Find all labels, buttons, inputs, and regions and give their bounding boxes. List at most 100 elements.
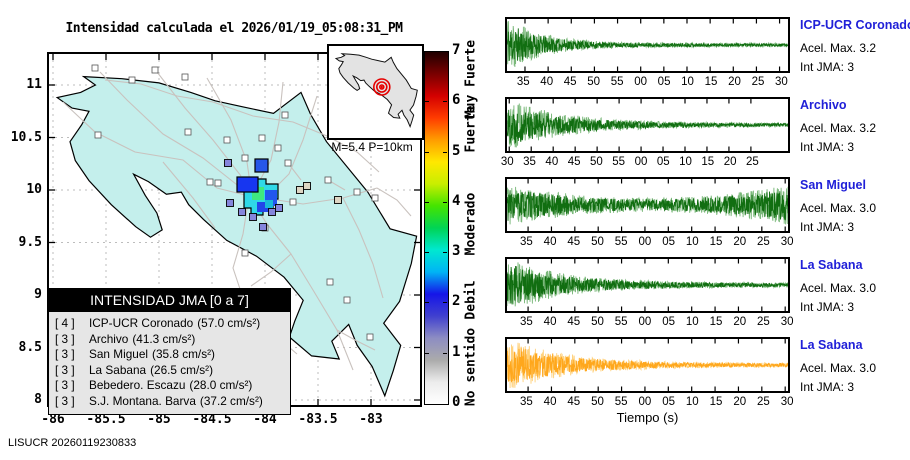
time-tick-label: 10 — [681, 76, 694, 88]
colorbar-tickmark — [425, 252, 429, 254]
time-tick-label: 00 — [638, 396, 652, 408]
time-tick-label: 45 — [567, 236, 581, 248]
time-tick-label: 35 — [519, 316, 533, 328]
map-ytick: 8 — [34, 392, 42, 407]
waveform-canvas — [506, 99, 789, 151]
time-tick-label: 15 — [704, 76, 718, 88]
time-tick-label: 15 — [701, 156, 715, 168]
colorbar-tickmark — [443, 352, 447, 354]
time-tick-label: 40 — [540, 76, 554, 88]
waveform-box — [505, 337, 790, 393]
time-axis-label: Tiempo (s) — [616, 410, 679, 425]
map-xtick: -83.5 — [298, 412, 338, 427]
colorbar-tickmark — [425, 201, 429, 203]
station-intensity: Int JMA: 3 — [800, 220, 855, 234]
waveform-canvas — [506, 19, 789, 71]
time-tick-label: 05 — [662, 236, 675, 248]
time-tick-label: 45 — [563, 76, 577, 88]
time-tick-label: 25 — [745, 156, 759, 168]
time-tick-label: 20 — [733, 316, 747, 328]
colorbar-tickmark — [443, 101, 447, 103]
time-tick-label: 30 — [500, 156, 514, 168]
waveform-trace — [506, 342, 789, 389]
time-tick-label: 40 — [543, 316, 557, 328]
station-accel: Acel. Max. 3.2 — [800, 121, 877, 135]
time-axis: 35 40 45 50 55 00 05 10 15 20 25 30 — [505, 236, 800, 250]
time-tick-label: 05 — [662, 396, 675, 408]
time-tick-label: 10 — [679, 156, 692, 168]
event-magnitude-depth: M=5.4 P=10km — [331, 140, 413, 154]
colorbar-tick-label: 1 — [452, 343, 461, 360]
station-accel: Acel. Max. 3.0 — [800, 361, 877, 375]
time-tick-label: 25 — [757, 236, 770, 248]
map-xtick: -84 — [253, 412, 277, 427]
time-tick-label: 25 — [751, 76, 765, 88]
map-ytick: 9.5 — [18, 234, 42, 250]
time-tick-label: 10 — [685, 236, 699, 248]
time-tick-label: 00 — [638, 316, 652, 328]
inset-canvas — [334, 53, 418, 128]
time-tick-label: 35 — [519, 396, 533, 408]
epicenter-icon — [372, 78, 391, 96]
station-accel: Acel. Max. 3.0 — [800, 281, 877, 295]
time-tick-label: 50 — [591, 396, 604, 408]
time-tick-label: 05 — [656, 156, 670, 168]
map-ytick: 9 — [34, 287, 42, 302]
time-tick-label: 05 — [662, 316, 675, 328]
time-tick-label: 55 — [614, 396, 628, 408]
station-accel: Acel. Max. 3.0 — [800, 201, 877, 215]
time-tick-label: 25 — [757, 396, 770, 408]
station-name: Archivo — [800, 98, 847, 112]
time-tick-label: 10 — [685, 396, 699, 408]
time-axis: 30 35 40 45 50 55 00 05 10 15 20 25 — [501, 156, 800, 170]
time-tick-label: 00 — [634, 156, 648, 168]
time-tick-label: 15 — [709, 396, 723, 408]
waveform-box — [505, 97, 790, 153]
colorbar-tick-label: 0 — [452, 394, 461, 410]
credit-text: LISUCR 20260119230833 — [8, 437, 137, 449]
colorbar-tick-label: 5 — [452, 142, 461, 159]
intensity-legend: INTENSIDAD JMA [0 a 7] [ 4 ] ICP-UCR Coro… — [48, 288, 291, 415]
map-xtick: -86 — [41, 412, 65, 427]
time-tick-label: 50 — [591, 316, 604, 328]
colorbar-category-label: Moderado — [463, 193, 479, 256]
time-tick-label: 15 — [709, 236, 723, 248]
time-tick-label: 45 — [567, 316, 581, 328]
time-tick-label: 30 — [775, 76, 788, 88]
time-tick-label: 50 — [591, 236, 604, 248]
map-title: Intensidad calculada el 2026/01/19_05:08… — [65, 21, 403, 36]
map-xtick: -83 — [359, 412, 383, 427]
time-tick-label: 20 — [723, 156, 737, 168]
time-axis: 35 40 45 50 55 00 05 10 15 20 25 30 — [505, 396, 800, 410]
time-tick-label: 30 — [780, 316, 794, 328]
legend-entry: [ 3 ] Bebedero. Escazu (28.0 cm/s²) — [55, 378, 253, 393]
inset-map — [327, 44, 424, 140]
time-tick-label: 40 — [543, 396, 557, 408]
time-tick-label: 25 — [757, 316, 770, 328]
time-tick-label: 35 — [516, 76, 530, 88]
colorbar-tick-label: 4 — [452, 192, 461, 209]
legend-title: INTENSIDAD JMA [0 a 7] — [49, 289, 290, 312]
waveform-canvas — [506, 179, 789, 231]
colorbar-tick-label: 3 — [452, 243, 461, 260]
map-ytick: 11 — [26, 77, 42, 92]
map-ytick: 10 — [26, 182, 42, 197]
colorbar-tickmark — [443, 252, 447, 254]
station-accel: Acel. Max. 3.2 — [800, 41, 877, 55]
station-name: San Miguel — [800, 178, 866, 192]
legend-entry: [ 3 ] S.J. Montana. Barva (37.2 cm/s²) — [55, 393, 263, 408]
time-tick-label: 20 — [733, 236, 747, 248]
waveform-trace — [506, 103, 789, 148]
waveform-box — [505, 257, 790, 313]
station-intensity: Int JMA: 3 — [800, 300, 855, 314]
colorbar-category-label: Fuerte — [463, 105, 479, 153]
waveform-trace — [506, 186, 789, 225]
station-intensity: Int JMA: 3 — [800, 60, 855, 74]
time-tick-label: 45 — [567, 396, 581, 408]
time-axis: 35 40 45 50 55 00 05 10 15 20 25 30 — [505, 316, 800, 330]
costa-rica-landmass — [55, 75, 418, 398]
colorbar-tickmark — [425, 151, 429, 153]
time-tick-label: 45 — [567, 156, 581, 168]
time-tick-label: 30 — [780, 236, 794, 248]
